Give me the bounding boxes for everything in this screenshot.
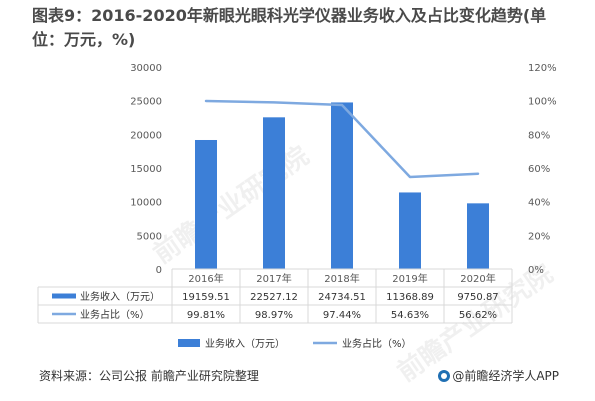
x-tick-label: 2018年 [324, 272, 359, 285]
share-value: 54.63% [391, 310, 429, 321]
legend-label-revenue: 业务收入（万元） [205, 337, 285, 350]
y-right-tick-label: 80% [528, 130, 550, 141]
chart-title: 图表9：2016-2020年新眼光眼科光学仪器业务收入及占比变化趋势(单位：万元… [32, 6, 547, 49]
revenue-value: 24734.51 [318, 292, 366, 303]
y-right-tick-label: 120% [528, 63, 557, 74]
table-row-label-share: 业务占比（%） [80, 308, 150, 321]
y-left-tick-label: 25000 [130, 97, 162, 108]
legend-label-share: 业务占比（%） [342, 337, 412, 350]
table-key-bar [52, 293, 76, 299]
bar-3 [331, 102, 353, 269]
bar-4 [399, 192, 421, 269]
x-tick-label: 2019年 [392, 272, 427, 285]
y-right-tick-label: 0% [528, 265, 544, 276]
bar-2 [263, 117, 285, 270]
x-tick-label: 2017年 [256, 272, 291, 285]
y-right-tick-label: 100% [528, 97, 557, 108]
y-left-tick-label: 30000 [130, 63, 162, 74]
revenue-value: 22527.12 [250, 292, 298, 303]
y-left-tick-label: 0 [156, 265, 162, 276]
y-right-tick-label: 40% [528, 198, 550, 209]
watermark-text: 前瞻产业研究院 [148, 140, 315, 270]
brand-logo-icon [438, 370, 451, 382]
y-left-tick-label: 5000 [137, 231, 162, 242]
bar-5 [467, 203, 489, 269]
y-left-tick-label: 15000 [130, 164, 162, 175]
bar-1 [195, 139, 217, 269]
revenue-value: 19159.51 [182, 292, 230, 303]
legend-swatch-bar [178, 339, 200, 347]
x-tick-label: 2020年 [460, 272, 495, 285]
x-tick-label: 2016年 [188, 272, 223, 285]
table-row-label-revenue: 业务收入（万元） [80, 290, 160, 303]
brand-label: @前瞻经济学人APP [452, 369, 559, 383]
y-right-tick-label: 60% [528, 164, 550, 175]
y-right-tick-label: 20% [528, 231, 550, 242]
revenue-value: 9750.87 [457, 292, 498, 303]
share-value: 56.62% [459, 310, 497, 321]
share-line [204, 99, 480, 179]
source-note: 资料来源：公司公报 前瞻产业研究院整理 [39, 369, 259, 383]
y-left-tick-label: 20000 [130, 130, 162, 141]
y-left-tick-label: 10000 [130, 198, 162, 209]
share-value: 97.44% [323, 310, 361, 321]
footer: 资料来源：公司公报 前瞻产业研究院整理 @前瞻经济学人APP [39, 367, 559, 385]
revenue-value: 11368.89 [386, 292, 434, 303]
share-value: 98.97% [255, 310, 293, 321]
share-value: 99.81% [187, 310, 225, 321]
brand-credit: @前瞻经济学人APP [438, 367, 559, 384]
